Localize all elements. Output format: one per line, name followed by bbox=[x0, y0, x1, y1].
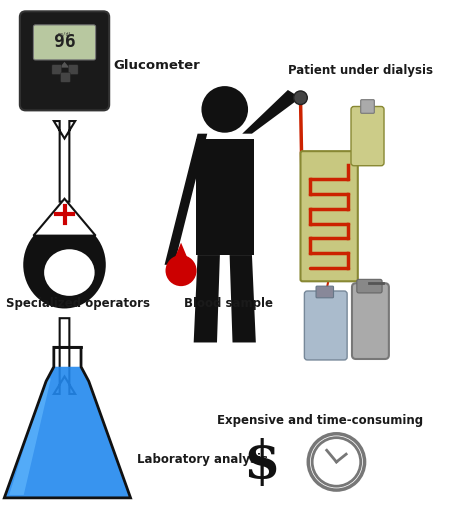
Polygon shape bbox=[34, 199, 96, 236]
Ellipse shape bbox=[44, 249, 95, 296]
FancyBboxPatch shape bbox=[351, 107, 384, 166]
FancyBboxPatch shape bbox=[52, 65, 62, 75]
FancyBboxPatch shape bbox=[20, 11, 109, 110]
Circle shape bbox=[201, 86, 248, 133]
FancyBboxPatch shape bbox=[352, 283, 389, 359]
FancyBboxPatch shape bbox=[316, 286, 334, 298]
FancyBboxPatch shape bbox=[68, 65, 78, 75]
Polygon shape bbox=[164, 134, 207, 265]
Ellipse shape bbox=[23, 221, 106, 308]
FancyBboxPatch shape bbox=[301, 151, 358, 281]
Text: 96: 96 bbox=[54, 33, 75, 52]
Polygon shape bbox=[54, 121, 75, 202]
Text: Expensive and time-consuming: Expensive and time-consuming bbox=[217, 414, 423, 426]
Text: mg/dL: mg/dL bbox=[57, 32, 72, 37]
Polygon shape bbox=[194, 255, 220, 342]
Polygon shape bbox=[9, 379, 51, 495]
Circle shape bbox=[312, 438, 361, 486]
Text: Glucometer: Glucometer bbox=[113, 59, 200, 72]
Circle shape bbox=[165, 255, 197, 286]
Text: Specialized operators: Specialized operators bbox=[6, 297, 150, 310]
FancyBboxPatch shape bbox=[361, 100, 374, 113]
Text: Laboratory analysis: Laboratory analysis bbox=[137, 453, 268, 466]
Polygon shape bbox=[60, 62, 69, 67]
Polygon shape bbox=[54, 318, 75, 394]
Text: Patient under dialysis: Patient under dialysis bbox=[288, 64, 433, 77]
Polygon shape bbox=[4, 367, 130, 498]
FancyBboxPatch shape bbox=[304, 291, 347, 360]
Text: $: $ bbox=[243, 438, 280, 489]
Polygon shape bbox=[229, 255, 256, 342]
Polygon shape bbox=[196, 139, 254, 255]
FancyBboxPatch shape bbox=[357, 279, 382, 293]
Text: Blood sample: Blood sample bbox=[184, 297, 273, 310]
Polygon shape bbox=[169, 243, 193, 270]
FancyBboxPatch shape bbox=[34, 25, 96, 60]
FancyBboxPatch shape bbox=[61, 73, 70, 82]
Polygon shape bbox=[242, 90, 301, 134]
Circle shape bbox=[294, 91, 307, 105]
Polygon shape bbox=[4, 347, 130, 498]
